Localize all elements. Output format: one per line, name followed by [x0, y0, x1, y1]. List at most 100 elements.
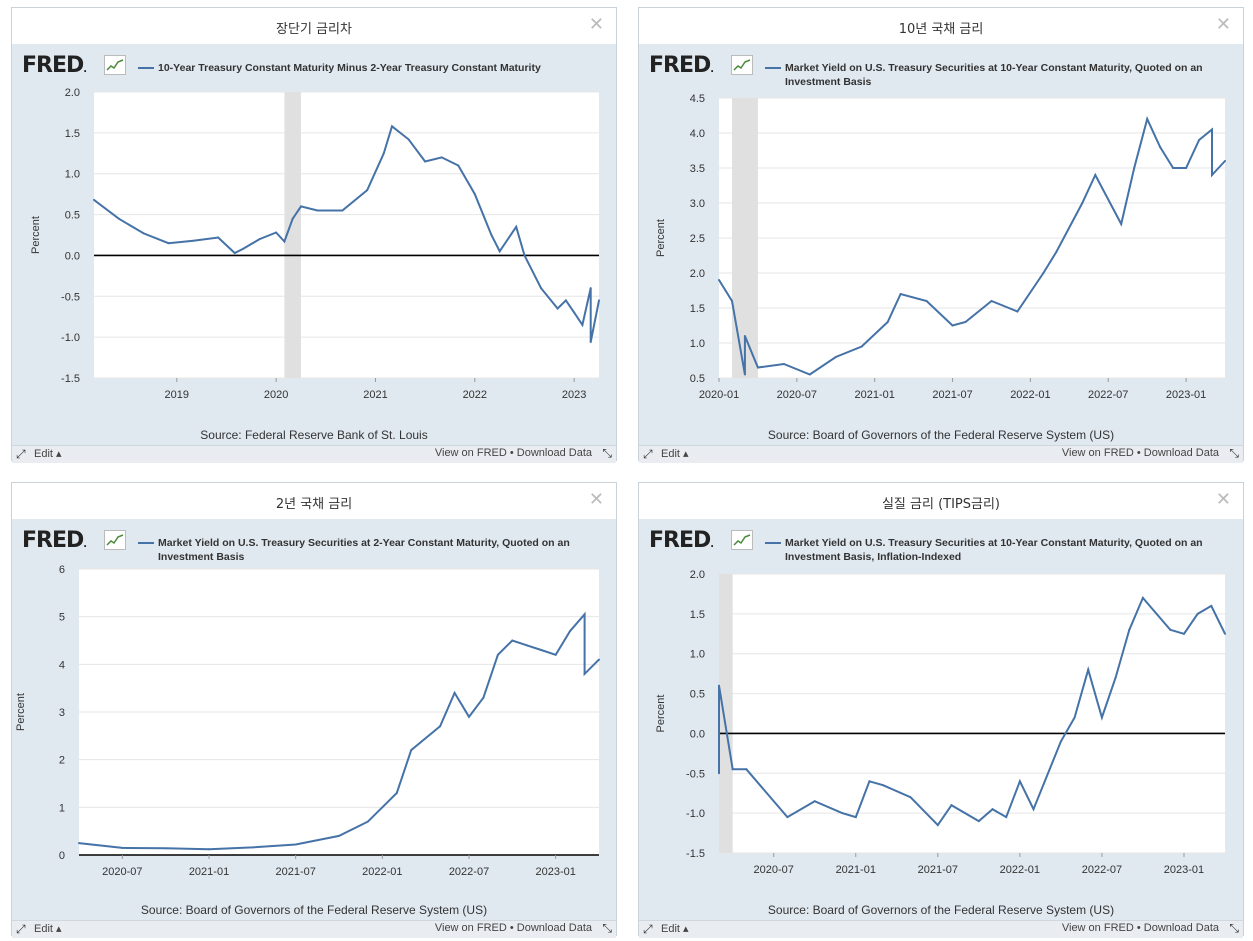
x-tick-label: 2022-01 [1010, 389, 1050, 401]
data-point [1224, 160, 1226, 162]
edit-button[interactable]: Edit ▴ [34, 923, 62, 935]
view-on-fred-link[interactable]: View on FRED [434, 447, 507, 459]
data-point [391, 125, 394, 128]
data-point [410, 749, 413, 752]
data-point [540, 649, 543, 652]
x-tick-label: 2022 [463, 389, 487, 401]
data-point [718, 279, 720, 281]
download-data-link[interactable]: Download Data [1143, 447, 1219, 459]
x-tick-label: 2023-01 [1166, 389, 1206, 401]
y-axis-label: Percent [655, 695, 667, 733]
data-point [1055, 251, 1058, 253]
data-point [382, 152, 385, 155]
expand-icon[interactable]: ⤢ [16, 922, 26, 936]
resize-icon[interactable]: ⤡ [1229, 446, 1239, 460]
data-point [841, 812, 844, 815]
close-icon[interactable]: ✕ [1215, 489, 1231, 510]
download-data-link[interactable]: Download Data [1143, 922, 1219, 934]
y-tick-label: 2 [59, 755, 65, 767]
data-point [1059, 740, 1062, 743]
expand-icon[interactable]: ⤢ [643, 922, 653, 936]
fred-logo: FRED. [22, 53, 87, 78]
line-chart: 4.5 4.0 3.5 3.0 2.5 2.0 1.5 1.0 0.5 2020-01 2020-0… [655, 93, 1226, 401]
data-point [299, 205, 302, 208]
data-point [991, 808, 994, 811]
data-point [1042, 272, 1045, 274]
legend-text: Market Yield on U.S. Treasury Securities… [785, 537, 1203, 563]
data-point [1196, 612, 1199, 615]
source-text: Source: Federal Reserve Bank of St. Loui… [200, 428, 428, 442]
x-tick-label: 2020-01 [699, 389, 739, 401]
data-point [868, 780, 871, 783]
data-point [1073, 716, 1076, 719]
data-point [457, 164, 460, 167]
panel-titlebar: 10년 국채 금리 ✕ [639, 8, 1243, 44]
y-tick-label: 0 [59, 850, 65, 862]
y-tick-label: 4.0 [690, 128, 705, 140]
source-text: Source: Board of Governors of the Federa… [767, 903, 1115, 917]
y-tick-label: 2.0 [690, 569, 705, 581]
y-axis-label: Percent [30, 216, 42, 254]
line-chart: 2.0 1.5 1.0 0.5 0.0 -0.5 -1.0 -1.5 2019 2020 2021 2… [30, 87, 600, 401]
resize-icon[interactable]: ⤡ [602, 446, 612, 460]
view-on-fred-link[interactable]: View on FRED [434, 922, 507, 934]
y-tick-label: 3.0 [690, 198, 705, 210]
panel-titlebar: 2년 국채 금리 ✕ [12, 483, 616, 519]
data-point [743, 373, 746, 376]
y-tick-label: 1.5 [65, 128, 80, 140]
expand-icon[interactable]: ⤢ [643, 447, 653, 461]
close-icon[interactable]: ✕ [1215, 14, 1231, 35]
data-point [589, 287, 592, 290]
download-data-link[interactable]: Download Data [516, 922, 592, 934]
close-icon[interactable]: ✕ [588, 489, 604, 510]
data-point [291, 217, 294, 220]
source-text: Source: Board of Governors of the Federa… [140, 903, 488, 917]
data-point [1094, 174, 1097, 176]
y-tick-label: 2.0 [690, 268, 705, 280]
x-tick-label: 2021-01 [855, 389, 895, 401]
y-tick-label: 1.5 [690, 609, 705, 621]
data-point [977, 820, 980, 823]
data-point [925, 300, 928, 302]
chart-panel-4: 실질 금리 (TIPS금리) ✕ FRED. Market Yield on U… [638, 482, 1244, 938]
data-point [121, 846, 124, 849]
view-on-fred-link[interactable]: View on FRED [1061, 447, 1134, 459]
data-point [1018, 780, 1021, 783]
data-point [1159, 146, 1162, 148]
download-data-link[interactable]: Download Data [516, 447, 592, 459]
data-point [233, 251, 236, 254]
y-tick-label: 3.5 [690, 163, 705, 175]
data-point [78, 842, 80, 845]
data-point [167, 242, 170, 245]
y-tick-label: 0.5 [65, 210, 80, 222]
resize-icon[interactable]: ⤡ [602, 921, 612, 935]
data-point [217, 236, 220, 239]
panel-footer: ⤢ Edit ▴ View on FRED • Download Data ⤡ [639, 445, 1243, 463]
edit-button[interactable]: Edit ▴ [661, 448, 689, 460]
data-point [439, 725, 442, 728]
data-point [583, 672, 586, 675]
footer-links: View on FRED • Download Data [435, 447, 592, 459]
x-tick-label: 2022-07 [449, 866, 489, 878]
x-tick-label: 2021-07 [275, 866, 315, 878]
edit-button[interactable]: Edit ▴ [34, 448, 62, 460]
x-tick-label: 2020-07 [777, 389, 817, 401]
x-tick-label: 2019 [165, 389, 189, 401]
data-point [208, 848, 210, 851]
data-point [813, 800, 816, 803]
edit-button[interactable]: Edit ▴ [661, 923, 689, 935]
resize-icon[interactable]: ⤡ [1229, 921, 1239, 935]
view-on-fred-link[interactable]: View on FRED [1061, 922, 1134, 934]
close-icon[interactable]: ✕ [588, 14, 604, 35]
y-tick-label: -1.5 [686, 848, 705, 860]
x-tick-label: 2023-01 [1164, 864, 1204, 876]
data-point [886, 321, 889, 323]
data-point [1128, 628, 1131, 631]
fred-logo: FRED. [649, 528, 714, 553]
x-tick-label: 2022-01 [362, 866, 402, 878]
data-point [964, 321, 967, 323]
data-point [1182, 632, 1185, 635]
data-point [786, 816, 789, 819]
data-point [598, 658, 600, 661]
expand-icon[interactable]: ⤢ [16, 447, 26, 461]
